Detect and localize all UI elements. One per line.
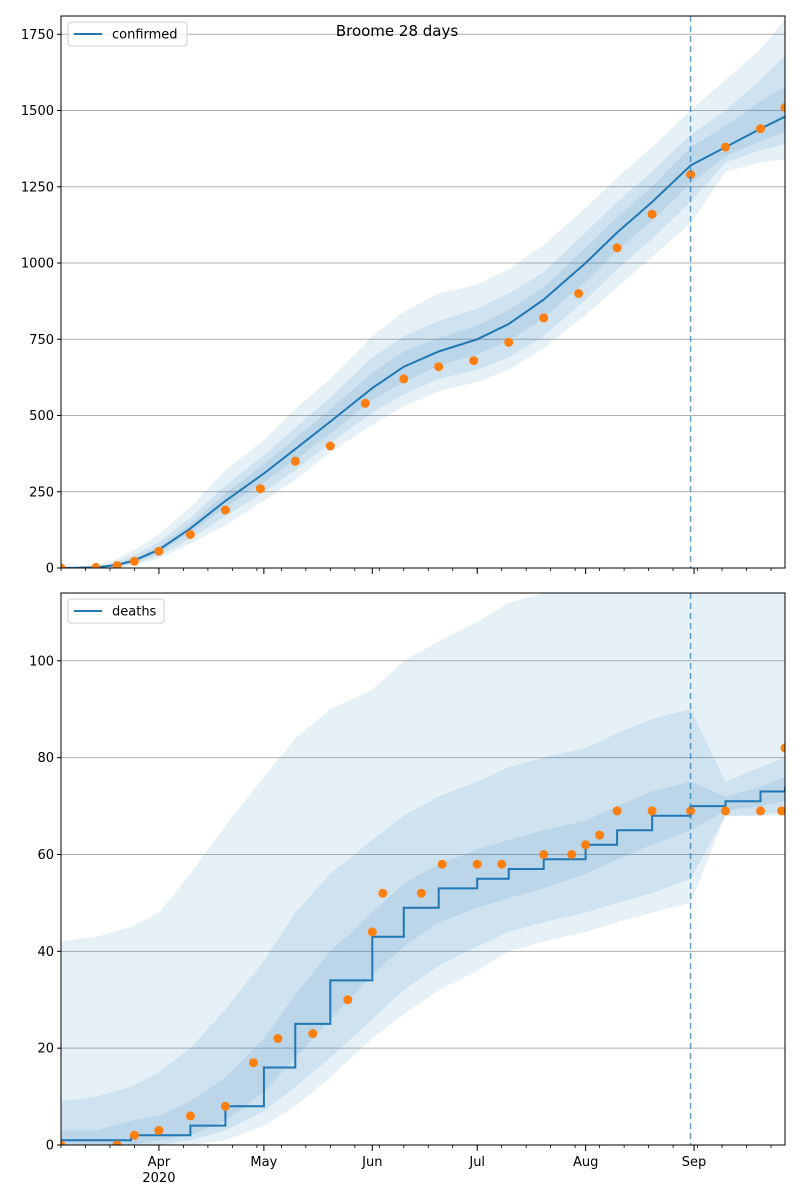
y-tick-label: 100 [29, 654, 54, 669]
observed-point [721, 806, 730, 816]
observed-point [367, 927, 377, 937]
observed-point [612, 243, 622, 253]
uncertainty-band-2 [61, 709, 785, 1145]
x-tick-label: Sep [682, 1155, 707, 1170]
y-tick-label: 1250 [21, 180, 54, 195]
observed-point [472, 859, 482, 869]
observed-point [416, 888, 426, 898]
x-year-label: 2020 [142, 1171, 175, 1186]
legend-label: deaths [112, 605, 157, 620]
plot-area [61, 19, 785, 568]
observed-point [255, 484, 265, 494]
observed-point [721, 142, 730, 152]
y-tick-label: 60 [37, 848, 54, 863]
confirmed-axes: 0 250 500 750 1000 1250 1500 1750 confirmed [21, 15, 786, 577]
legend [67, 21, 188, 47]
y-tick-label: 20 [37, 1042, 54, 1057]
observed-point [378, 888, 388, 898]
y-tick-label: 750 [29, 333, 54, 348]
observed-point [780, 103, 785, 112]
observed-point [469, 356, 479, 366]
y-tick-label: 0 [46, 562, 54, 577]
observed-point [112, 1140, 122, 1145]
observed-point [647, 806, 657, 816]
y-tick-label: 1500 [21, 104, 54, 119]
chart-title: Broome 28 days [336, 22, 459, 40]
observed-point [360, 398, 370, 408]
y-tick-label: 1750 [21, 28, 54, 43]
observed-point [91, 562, 101, 568]
observed-point [248, 1058, 258, 1068]
x-tick-label: Aug [573, 1155, 598, 1170]
observed-point [539, 850, 549, 859]
observed-point [756, 806, 765, 816]
uncertainty-band-3 [61, 777, 785, 1145]
observed-point [185, 1111, 195, 1121]
y-tick-label: 0 [46, 1139, 54, 1154]
observed-point [343, 995, 353, 1005]
x-tick-label: Jun [361, 1155, 382, 1170]
uncertainty-band-1 [61, 19, 785, 568]
y-tick-label: 250 [29, 485, 54, 500]
observed-point [434, 362, 444, 372]
plot-area [61, 593, 785, 1145]
observed-point [185, 530, 195, 539]
uncertainty-band-3 [61, 86, 785, 568]
deaths-axes: 0 20 40 60 80 100 Apr May Jun Jul Aug Sep 2020 deaths [29, 592, 786, 1186]
observed-point [399, 374, 409, 384]
observed-point [686, 170, 696, 180]
observed-point [574, 289, 584, 298]
observed-point [777, 806, 785, 816]
observed-point [612, 806, 622, 816]
legend [67, 598, 165, 624]
observed-point [581, 840, 591, 850]
observed-point [756, 124, 765, 134]
observed-point [220, 505, 230, 515]
observed-point [273, 1034, 283, 1043]
observed-point [112, 561, 122, 568]
confirmed-model-line [61, 115, 785, 568]
observed-point [308, 1029, 318, 1039]
y-tick-label: 80 [37, 751, 54, 766]
observed-point [437, 859, 447, 869]
observed-point [504, 337, 514, 347]
observed-point [539, 313, 549, 323]
observed-point [497, 859, 507, 869]
observed-point [647, 209, 657, 219]
observed-point [220, 1101, 230, 1111]
y-tick-label: 500 [29, 409, 54, 424]
observed-point [325, 441, 335, 451]
observed-point [780, 743, 785, 753]
observed-point [61, 563, 66, 568]
observed-point [154, 1126, 164, 1135]
axes-frame [60, 15, 786, 569]
uncertainty-band-1 [61, 593, 785, 1145]
y-tick-label: 40 [37, 945, 54, 960]
x-tick-label: May [250, 1155, 277, 1170]
y-tick-label: 1000 [21, 257, 54, 272]
observed-point [61, 1140, 66, 1145]
x-tick-label: Jul [468, 1155, 485, 1170]
legend-label: confirmed [112, 28, 178, 43]
x-tick-label: Apr [148, 1155, 171, 1170]
observed-point [154, 546, 164, 556]
observed-point [290, 456, 300, 466]
observed-point [129, 556, 139, 566]
observed-point [595, 830, 605, 840]
observed-point [567, 850, 577, 859]
observed-point [129, 1130, 139, 1140]
axes-frame [60, 592, 786, 1146]
observed-point [686, 806, 696, 816]
